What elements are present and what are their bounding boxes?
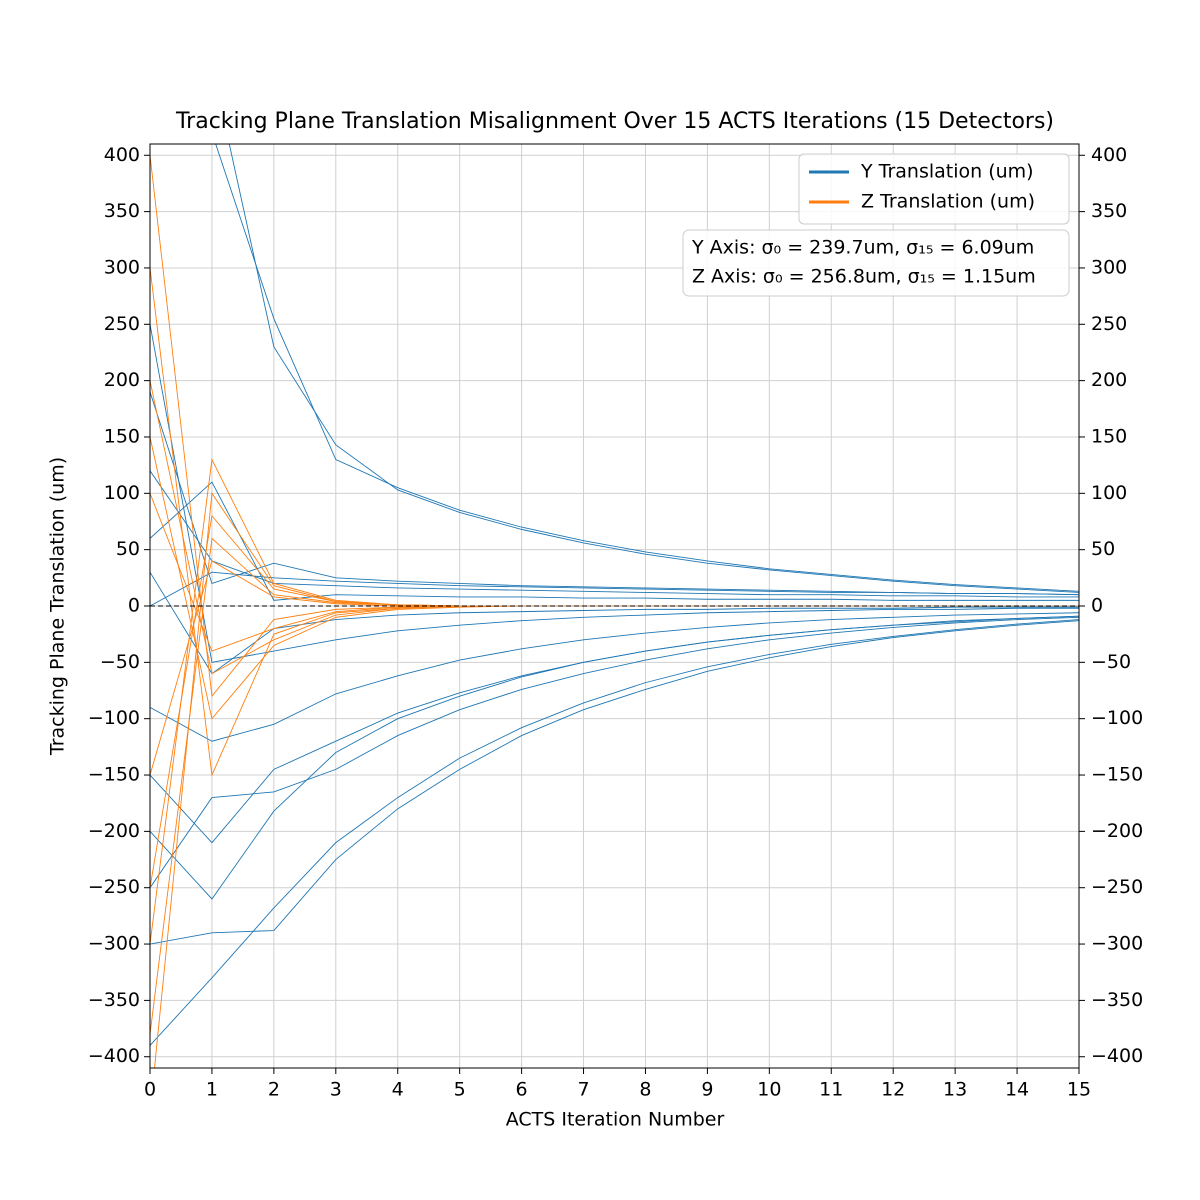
track-line <box>150 620 1079 945</box>
x-tick-label: 13 <box>943 1079 967 1101</box>
track-line <box>150 380 1079 675</box>
x-tick-label: 3 <box>330 1079 342 1101</box>
track-line <box>228 144 1079 593</box>
x-tick-label: 15 <box>1067 1079 1091 1101</box>
y-tick-label: 250 <box>104 313 140 335</box>
x-tick-label: 7 <box>577 1079 589 1101</box>
y-tick-label: 300 <box>104 256 140 278</box>
overlay: 0 1 2 3 4 5 6 7 8 9 10 11 12 13 14 15−400 −400−350 −350−3… <box>88 143 1143 1101</box>
x-tick-label: 10 <box>757 1079 781 1101</box>
y-tick-label: 350 <box>104 200 140 222</box>
track-line <box>150 267 1079 777</box>
x-tick-label: 1 <box>206 1079 218 1101</box>
annotation-text: Y Axis: σ₀ = 239.7um, σ₁₅ = 6.09um <box>691 237 1034 259</box>
y-tick-label: −400 <box>88 1045 140 1067</box>
y2-tick-label: 350 <box>1091 200 1127 222</box>
track-line <box>154 492 1079 1068</box>
y-tick-label: −250 <box>88 876 140 898</box>
track-line <box>215 144 1079 592</box>
y2-tick-label: −50 <box>1091 651 1131 673</box>
y-tick-label: −200 <box>88 820 140 842</box>
y2-tick-label: 0 <box>1091 595 1103 617</box>
x-tick-label: 14 <box>1005 1079 1029 1101</box>
y-tick-label: 50 <box>116 538 140 560</box>
y2-tick-label: 250 <box>1091 313 1127 335</box>
x-tick-label: 2 <box>268 1079 280 1101</box>
y-tick-label: 200 <box>104 369 140 391</box>
x-tick-label: 8 <box>639 1079 651 1101</box>
y-tick-label: 100 <box>104 482 140 504</box>
legend-label: Y Translation (um) <box>860 161 1034 183</box>
y2-tick-label: 100 <box>1091 482 1127 504</box>
x-tick-label: 0 <box>144 1079 156 1101</box>
track-line <box>150 619 1079 1046</box>
y2-tick-label: 50 <box>1091 538 1115 560</box>
x-tick-label: 5 <box>454 1079 466 1101</box>
y-tick-label: −150 <box>88 764 140 786</box>
y2-tick-label: 200 <box>1091 369 1127 391</box>
track-line <box>150 324 1079 663</box>
y2-tick-label: −400 <box>1091 1045 1143 1067</box>
y2-tick-label: 300 <box>1091 256 1127 278</box>
y-tick-label: 0 <box>128 595 140 617</box>
y2-tick-label: −250 <box>1091 876 1143 898</box>
y-axis-label: Tracking Plane Translation (um) <box>47 457 69 756</box>
y2-tick-label: −300 <box>1091 933 1143 955</box>
plot-frame <box>149 143 1080 1069</box>
track-line <box>150 493 1079 652</box>
x-tick-label: 11 <box>819 1079 843 1101</box>
chart-title: Tracking Plane Translation Misalignment … <box>175 109 1054 134</box>
y2-tick-label: −200 <box>1091 820 1143 842</box>
y2-tick-label: 400 <box>1091 144 1127 166</box>
x-tick-label: 4 <box>392 1079 404 1101</box>
track-line <box>150 571 1079 675</box>
track-line <box>150 457 1079 945</box>
y-tick-label: −100 <box>88 707 140 729</box>
y2-tick-label: 150 <box>1091 425 1127 447</box>
y-tick-label: −300 <box>88 933 140 955</box>
y2-tick-label: −100 <box>1091 707 1143 729</box>
track-line <box>150 615 1079 900</box>
track-line <box>150 470 1079 598</box>
track-line <box>150 616 1079 888</box>
track-line <box>150 571 1079 607</box>
y-tick-label: −50 <box>100 651 140 673</box>
x-tick-label: 6 <box>516 1079 528 1101</box>
legend-label: Z Translation (um) <box>861 191 1035 213</box>
x-axis-label: ACTS Iteration Number <box>506 1109 725 1131</box>
track-line <box>150 481 1079 601</box>
y-tick-label: 400 <box>104 144 140 166</box>
track-line <box>150 436 1079 720</box>
legend-box <box>798 153 1070 225</box>
track-line <box>150 615 1079 844</box>
track-line <box>150 514 1079 888</box>
x-tick-label: 9 <box>701 1079 713 1101</box>
annotation-text: Z Axis: σ₀ = 256.8um, σ₁₅ = 1.15um <box>692 266 1036 288</box>
track-line <box>150 612 1079 742</box>
y2-tick-label: −350 <box>1091 989 1143 1011</box>
y-tick-label: −350 <box>88 989 140 1011</box>
y-tick-label: 150 <box>104 425 140 447</box>
x-tick-label: 12 <box>881 1079 905 1101</box>
annotation-box <box>682 229 1070 297</box>
y2-tick-label: −150 <box>1091 764 1143 786</box>
